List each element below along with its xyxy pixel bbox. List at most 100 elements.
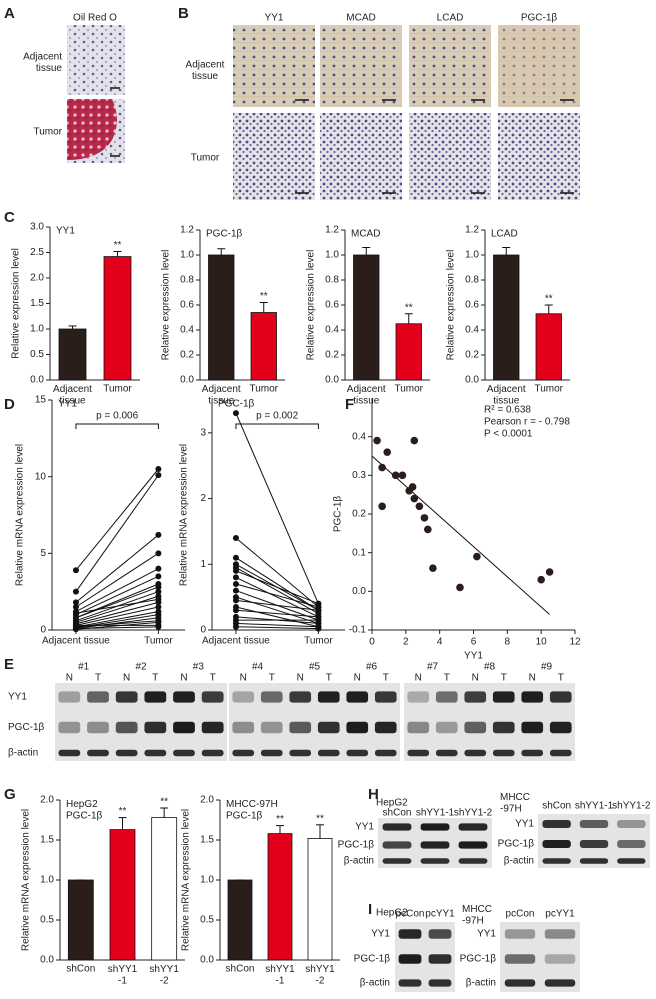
lane-label: N	[180, 673, 187, 684]
lane-label: pcYY1	[545, 909, 575, 920]
significance: **	[119, 806, 127, 817]
blot-band	[579, 840, 609, 848]
x-tick-label: 12	[569, 637, 581, 648]
blot-band	[464, 721, 487, 734]
point	[155, 531, 162, 538]
bar	[307, 838, 333, 961]
y-tick-label: 0.0	[352, 586, 366, 597]
point	[72, 567, 79, 574]
significance: **	[114, 240, 122, 251]
blot-band	[464, 749, 487, 757]
pair-line	[235, 609, 319, 618]
blot-band	[374, 721, 397, 734]
lane-label: N	[472, 673, 479, 684]
point	[155, 550, 162, 557]
blot-band	[87, 749, 109, 757]
sample-label: #5	[309, 662, 321, 673]
blot-band	[549, 691, 572, 703]
category-label: Tumor	[103, 384, 132, 395]
blot-band	[504, 954, 536, 964]
y-tick-label: 0.5	[40, 915, 54, 926]
pair-line	[75, 626, 159, 629]
bar	[267, 833, 293, 961]
y-tick-label: 2.0	[200, 795, 214, 806]
y-tick-label: 0.2	[180, 350, 194, 361]
blot-band	[504, 929, 536, 939]
blot-band	[173, 749, 195, 757]
blot-band	[617, 820, 646, 828]
y-tick-label: 0.4	[325, 325, 339, 336]
lane-label: N	[123, 673, 130, 684]
blot-band	[435, 749, 458, 757]
point	[232, 535, 239, 541]
significance: **	[545, 294, 553, 305]
point	[456, 583, 464, 592]
lane-label: T	[326, 673, 332, 684]
blot-band	[407, 691, 430, 703]
y-tick-label: 1.5	[40, 835, 54, 846]
point	[72, 588, 79, 595]
pair-line	[75, 468, 159, 571]
pair-line	[235, 596, 319, 624]
bar	[493, 254, 520, 381]
p-value: p = 0.002	[256, 411, 298, 422]
y-tick-label: 1.0	[180, 250, 194, 261]
blot-band	[435, 721, 458, 734]
category-label: shYY1 -1	[108, 964, 138, 987]
lane-label: T	[444, 673, 450, 684]
blot-band	[492, 721, 515, 734]
y-tick-label: 0.5	[200, 915, 214, 926]
blot-band	[464, 691, 487, 703]
lane-label: T	[210, 673, 216, 684]
blot-band	[346, 749, 369, 757]
row-label: PGC-1β	[8, 722, 45, 733]
y-tick-label: 0.0	[30, 375, 44, 386]
x-tick-label: 2	[403, 637, 409, 648]
point	[155, 623, 162, 630]
row-label: PGC-1β	[338, 840, 375, 851]
y-tick-label: -0.1	[349, 625, 367, 636]
blot-band	[420, 823, 450, 831]
row-label: Adjacent tissue	[186, 59, 225, 82]
y-tick-label: 0.2	[352, 509, 366, 520]
cell-line-label: MHCC -97H	[462, 904, 492, 927]
bracket	[235, 423, 319, 429]
y-tick-label: 0.0	[200, 955, 214, 966]
y-tick-label: 0.8	[465, 275, 479, 286]
oil-red-stain	[67, 99, 117, 160]
chart-title: MCAD	[351, 229, 380, 240]
p-value: p = 0.006	[96, 411, 138, 422]
y-tick-label: 0.0	[465, 375, 479, 386]
blot-band	[289, 749, 312, 757]
blot-band	[542, 858, 571, 864]
pair-line	[235, 570, 319, 605]
y-tick-label: 1.2	[180, 225, 194, 236]
lane-label: pcYY1	[425, 909, 455, 920]
y-tick-label: 3.0	[30, 222, 44, 233]
column-label: YY1	[265, 13, 284, 24]
y-tick-label: 0.0	[180, 375, 194, 386]
point	[232, 567, 239, 574]
point	[378, 502, 386, 511]
blot	[55, 683, 227, 761]
micrograph	[233, 25, 315, 107]
category-label: Adjacent tissue	[53, 384, 92, 407]
point	[473, 552, 481, 561]
bar	[67, 879, 94, 961]
column-label: MCAD	[346, 13, 375, 24]
bar	[103, 256, 132, 381]
trendline	[371, 455, 550, 615]
x-tick-label: 0	[369, 637, 375, 648]
category-label: shYY1 -2	[149, 964, 179, 987]
blot-band	[289, 721, 312, 734]
y-tick-label: 0.6	[180, 300, 194, 311]
bar	[227, 879, 253, 961]
point	[545, 568, 554, 576]
y-axis-label: Relative expression level	[161, 250, 172, 361]
blot-band	[232, 721, 255, 734]
point	[232, 587, 239, 594]
category-label: Tumor	[144, 636, 173, 647]
blot-band	[407, 749, 430, 757]
category-label: Tumor	[534, 384, 563, 395]
